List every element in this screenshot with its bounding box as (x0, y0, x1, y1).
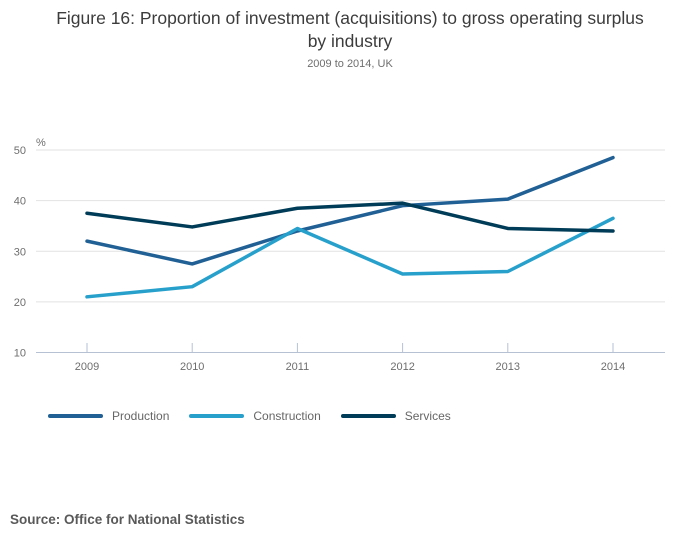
y-tick-label: 20 (14, 297, 26, 309)
x-tick-label: 2013 (496, 361, 520, 373)
x-tick-label: 2009 (75, 361, 99, 373)
y-axis-unit-label: % (36, 137, 46, 149)
legend-label: Construction (253, 409, 321, 423)
series-line-production (85, 155, 615, 266)
series-line-services (85, 201, 615, 233)
legend-label: Services (404, 409, 451, 423)
series-line-construction (85, 216, 615, 299)
y-tick-label: 30 (14, 246, 26, 258)
x-tick-label: 2014 (601, 361, 625, 373)
legend-line-swatch-production (48, 414, 103, 418)
legend-label: Production (112, 409, 170, 423)
x-tick-label: 2011 (286, 361, 310, 373)
y-tick-label: 10 (14, 348, 26, 360)
figure-subtitle: 2009 to 2014, UK (307, 58, 393, 70)
source-text: Source: Office for National Statistics (10, 512, 245, 527)
legend-item-services[interactable]: Services (340, 409, 451, 423)
y-tick-label: 50 (14, 145, 26, 157)
y-tick-label: 40 (14, 196, 26, 208)
legend-line-swatch-services (340, 414, 396, 418)
x-tick-label: 2010 (180, 361, 204, 373)
legend-line-swatch-construction (189, 414, 245, 418)
x-tick-label: 2012 (390, 361, 414, 373)
legend-item-production[interactable]: Production (48, 409, 169, 423)
legend-item-construction[interactable]: Construction (189, 409, 321, 423)
legend: Production Construction Services (48, 409, 451, 423)
figure-title: Figure 16: Proportion of investment (acq… (56, 8, 644, 51)
